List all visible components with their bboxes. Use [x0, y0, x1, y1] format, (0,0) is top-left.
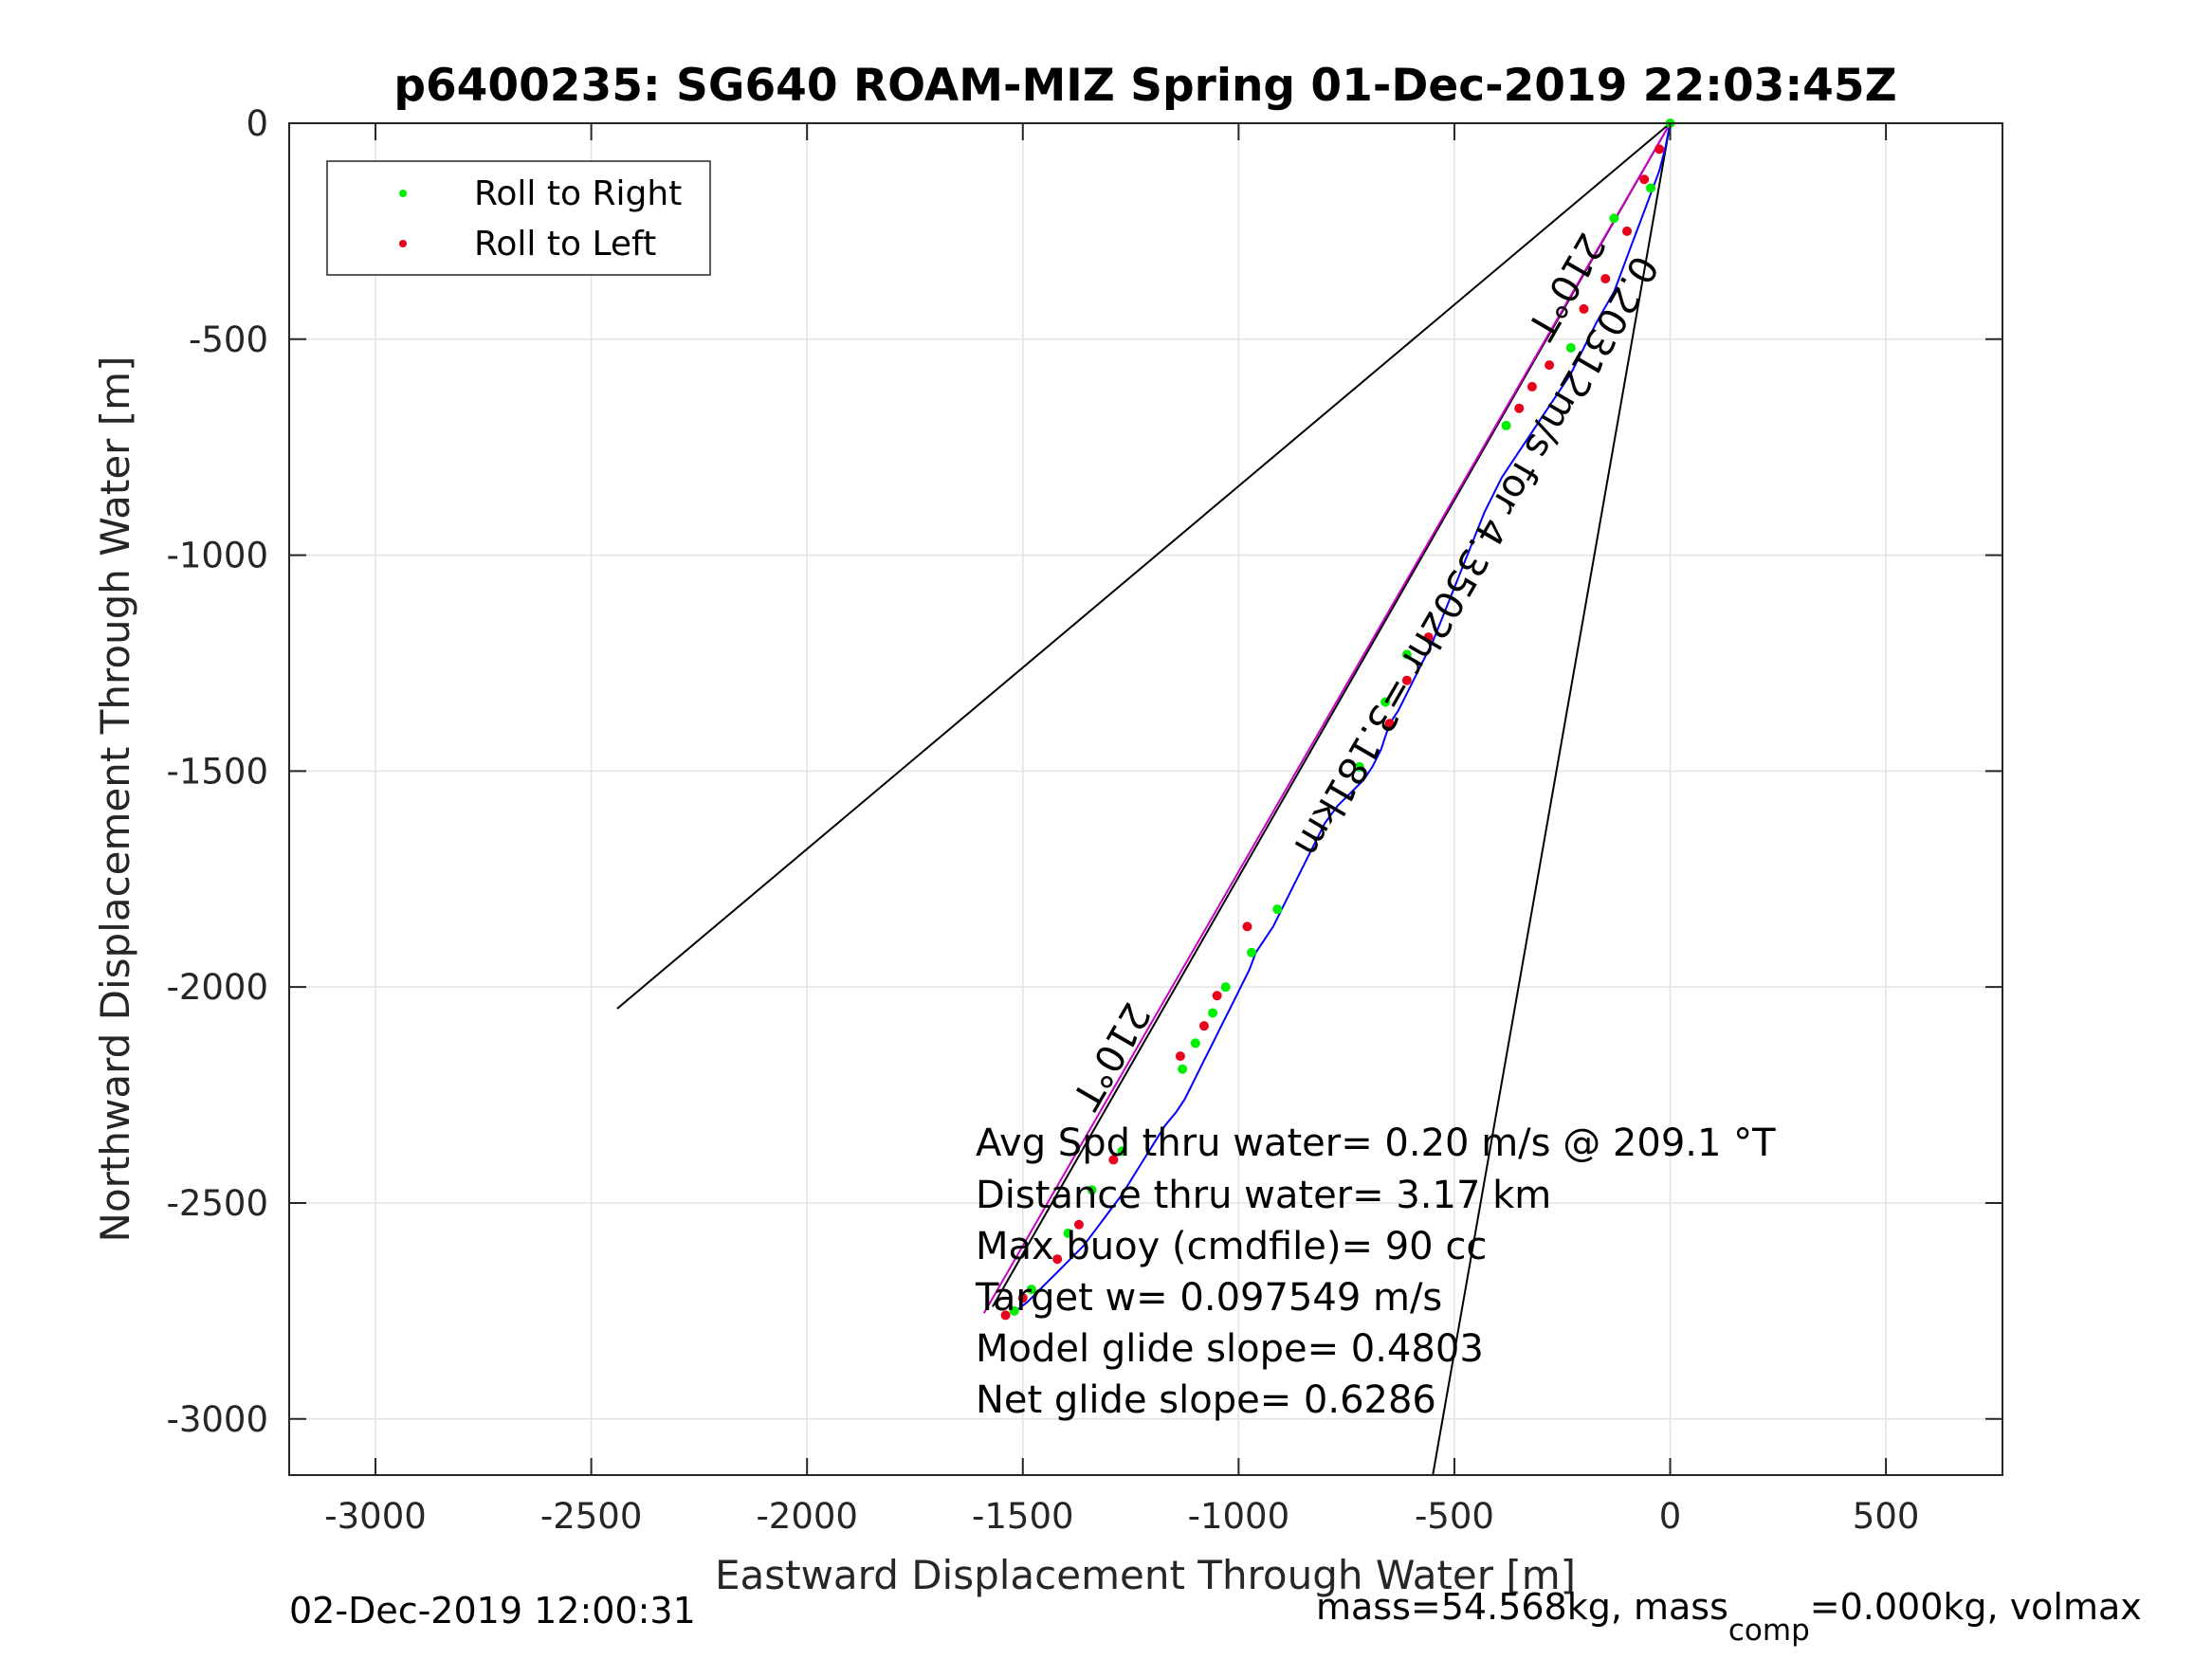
roll-left-point [1600, 274, 1611, 284]
x-tick-label: -3000 [324, 1496, 427, 1537]
footer-mass-main: mass=54.568kg, mass [1316, 1586, 1728, 1628]
roll-right-point [1009, 1305, 1019, 1316]
guide-line-south [1432, 122, 1672, 1476]
x-axis-label: Eastward Displacement Through Water [m] [715, 1552, 1576, 1598]
roll-right-point [1087, 1185, 1097, 1195]
y-tick-label: -500 [189, 319, 268, 360]
stat-line: Max buoy (cmdfile)= 90 cc [976, 1225, 1487, 1268]
grid [289, 122, 2002, 1475]
roll-right-point [1190, 1038, 1200, 1048]
x-tick-label: -2500 [540, 1496, 643, 1537]
roll-right-point [1117, 1146, 1127, 1157]
y-tick-label: -2000 [166, 967, 268, 1008]
roll-right-point [1208, 1008, 1218, 1018]
footer-mass-tail: =0.000kg, volmax [1810, 1586, 2142, 1628]
roll-left-point [1052, 1254, 1063, 1265]
roll-left-point [1579, 303, 1589, 314]
roll-right-point [1380, 697, 1391, 707]
roll-left-point [1654, 144, 1665, 155]
roll-right-point [1178, 1064, 1188, 1074]
series-layer [1000, 118, 1675, 1321]
roll-left-point [1108, 1155, 1119, 1165]
roll-right-point [1247, 947, 1257, 957]
roll-right-point [1501, 420, 1511, 430]
x-tick-label: 500 [1853, 1496, 1920, 1537]
y-axis-label: Northward Displacement Through Water [m] [92, 356, 138, 1243]
roll-left-point [1073, 1219, 1084, 1230]
roll-right-point [1401, 649, 1412, 660]
angle-label-bottom: 210°T [1063, 995, 1159, 1117]
roll-right-point [1026, 1285, 1036, 1295]
guide-lines [616, 122, 1672, 1476]
x-tick-label: -1500 [972, 1496, 1074, 1537]
legend-marker-roll-left [399, 240, 407, 247]
legend-box [326, 160, 711, 276]
roll-right-point [1609, 213, 1619, 224]
x-tick-label: -1000 [1188, 1496, 1290, 1537]
roll-left-point [1000, 1310, 1011, 1321]
legend-marker-roll-right [399, 190, 407, 197]
roll-left-point [1212, 991, 1222, 1001]
roll-right-point [1565, 342, 1576, 353]
stats-block: Avg Spd thru water= 0.20 m/s @ 209.1 °T … [975, 1121, 1776, 1422]
stat-line: Net glide slope= 0.6286 [976, 1378, 1436, 1422]
y-tick-label: -1000 [166, 536, 268, 576]
footer-mass-info: mass=54.568kg, masscomp=0.000kg, volmax [1316, 1586, 2142, 1648]
stat-line: Avg Spd thru water= 0.20 m/s @ 209.1 °T [976, 1121, 1776, 1165]
roll-left-point [1514, 403, 1525, 413]
legend-label-roll-right: Roll to Right [474, 174, 682, 213]
roll-left-point [1175, 1051, 1185, 1062]
guide-line-west [616, 122, 1672, 1010]
legend: Roll to Right Roll to Left [326, 160, 711, 276]
x-tick-label: -500 [1415, 1496, 1494, 1537]
x-tick-label: -2000 [756, 1496, 858, 1537]
y-tick-label: -3000 [166, 1399, 268, 1440]
roll-right-point [1272, 904, 1283, 915]
track-line [1011, 122, 1672, 1315]
roll-left-point [1017, 1293, 1028, 1304]
y-tick-label: 0 [246, 103, 268, 144]
roll-right-point [1354, 761, 1364, 772]
legend-label-roll-left: Roll to Left [474, 225, 656, 264]
stat-line: Distance thru water= 3.17 km [976, 1174, 1551, 1217]
roll-right-point [1646, 183, 1656, 193]
roll-left-point [1545, 360, 1555, 371]
roll-left-point [1423, 632, 1434, 643]
roll-left-point [1622, 226, 1633, 236]
stat-line: Model glide slope= 0.4803 [976, 1327, 1484, 1371]
roll-right-point [1063, 1228, 1073, 1238]
roll-left-point [1639, 174, 1650, 185]
plot-frame [288, 122, 2003, 1476]
mean-course-line [982, 122, 1672, 1314]
roll-right-point [1220, 982, 1231, 993]
chart-title: p6400235: SG640 ROAM-MIZ Spring 01-Dec-2… [393, 60, 1896, 112]
x-tick-label: 0 [1659, 1496, 1682, 1537]
stat-line: Target w= 0.097549 m/s [975, 1276, 1442, 1320]
roll-left-point [1526, 381, 1537, 392]
roll-left-point [1242, 921, 1252, 932]
roll-left-point [1384, 719, 1395, 729]
footer-timestamp: 02-Dec-2019 12:00:31 [289, 1590, 696, 1632]
y-tick-label: -1500 [166, 751, 268, 792]
roll-left-point [1401, 675, 1412, 685]
footer-mass-subscript: comp [1728, 1613, 1810, 1648]
roll-left-point [1198, 1021, 1209, 1031]
ticks: -3000 -2500 -2000 -1500 -1000 -500 0 500 0 -500 -1… [166, 103, 2002, 1537]
y-tick-label: -2500 [166, 1183, 268, 1224]
